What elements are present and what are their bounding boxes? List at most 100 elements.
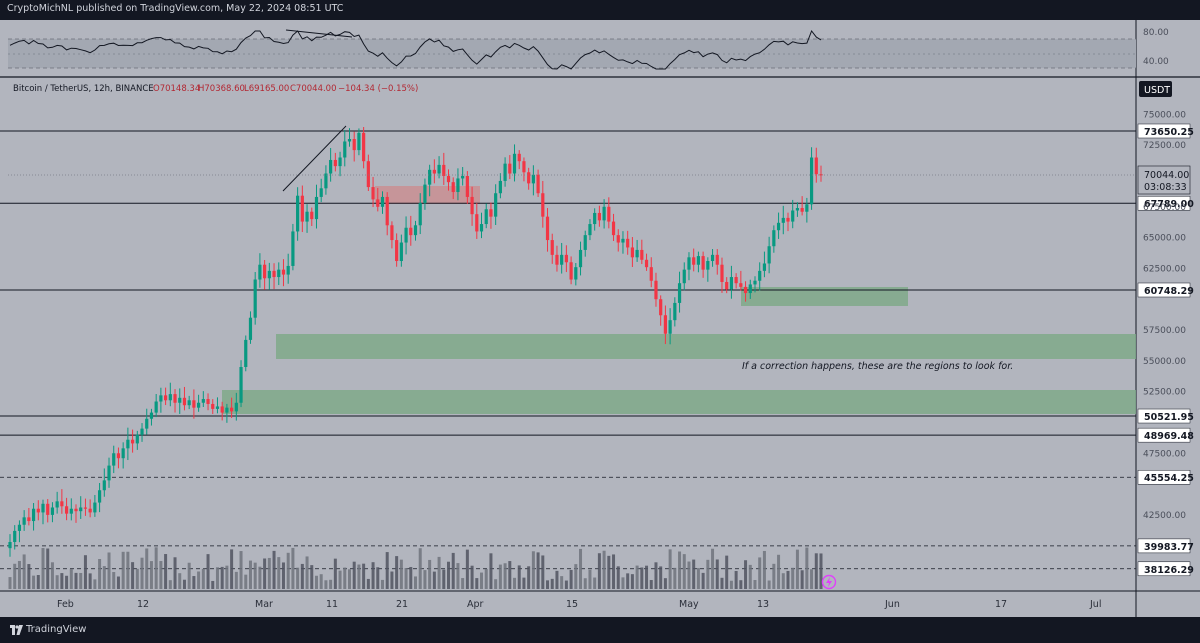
candle-body <box>248 317 253 340</box>
candle-body <box>163 395 168 401</box>
candle-body <box>607 206 611 222</box>
level-label-bg <box>1137 195 1191 211</box>
candle-body <box>654 280 658 300</box>
volume-bar <box>513 577 517 589</box>
rsi-label-80: 80.00 <box>1143 28 1169 38</box>
volume-bar <box>291 547 295 589</box>
chart-canvas[interactable]: 80.00 40.00 Bitcoin / TetherUS, 12h, BIN… <box>0 20 1200 617</box>
candle-body <box>776 222 781 231</box>
volume-bar <box>555 570 559 589</box>
volume-bar <box>281 562 285 589</box>
candle-body <box>69 508 73 514</box>
candle-body <box>503 163 507 181</box>
volume-bar <box>192 576 196 589</box>
volume-bar <box>630 574 634 589</box>
volume-bar <box>399 559 403 589</box>
candle-body <box>50 507 55 515</box>
level-label: 38126.29 <box>1144 565 1194 576</box>
volume-bar <box>711 548 715 589</box>
volume-bar <box>211 580 215 589</box>
candle-body <box>74 508 78 512</box>
volume-bar <box>635 565 639 589</box>
volume-bar <box>536 552 540 589</box>
time-axis[interactable]: Feb 12 Mar 11 21 Apr 15 May 13 Jun 17 Jul <box>57 599 1101 610</box>
volume-bar <box>527 566 531 589</box>
volume-bar <box>17 560 21 589</box>
volume-bar <box>810 569 814 589</box>
volume-bar <box>239 551 243 589</box>
volume-bar <box>465 549 469 589</box>
volume-bar <box>258 566 262 589</box>
candle-body <box>343 141 347 158</box>
volume-bar <box>508 561 512 589</box>
level-label-bg <box>1137 408 1191 424</box>
publish-info: CryptoMichNL published on TradingView.co… <box>7 3 344 14</box>
candle-body <box>640 249 644 260</box>
volume-bar <box>272 550 276 589</box>
volume-bar <box>777 554 781 589</box>
candle-body <box>470 196 474 215</box>
volume-bar <box>343 567 347 589</box>
price-axis[interactable]: 73650.25 67789.00 60748.29 50521.95 48969.48… <box>1137 110 1194 577</box>
volume-bar <box>41 548 45 589</box>
countdown-timer: 03:08:33 <box>1144 182 1187 193</box>
candle-body <box>498 180 502 194</box>
candle-body <box>715 254 719 265</box>
candle-body <box>112 453 116 466</box>
time-tick-label: May <box>679 599 699 610</box>
target-icon[interactable] <box>821 574 837 590</box>
candle-body <box>762 263 767 271</box>
candle-body <box>432 169 436 174</box>
candle-body <box>659 299 663 316</box>
candle-body <box>423 184 427 204</box>
volume-bar <box>296 567 300 589</box>
volume-bar <box>569 569 573 589</box>
candle-body <box>244 339 248 368</box>
candle-body <box>263 264 267 279</box>
candle-body <box>541 193 545 217</box>
level-label-bg <box>1137 561 1191 577</box>
volume-bar <box>442 569 446 589</box>
price-tick-label: 52500.00 <box>1143 388 1186 398</box>
price-tick-label: 72500.00 <box>1143 141 1186 151</box>
candle-body <box>36 508 40 513</box>
price-tick-label: 67500.00 <box>1143 203 1186 213</box>
resistance-zone <box>375 186 480 204</box>
volume-bar <box>380 579 384 589</box>
candle-body <box>428 169 432 185</box>
candle-body <box>527 172 531 184</box>
level-label: 45554.25 <box>1144 473 1194 484</box>
volume-bar <box>649 580 653 589</box>
volume-bar <box>140 557 144 589</box>
candle-body <box>291 231 295 266</box>
volume-bar <box>663 578 667 589</box>
candle-body <box>494 193 498 217</box>
candle-body <box>560 254 564 265</box>
volume-bar <box>753 580 757 589</box>
legend-open: O70148.34 <box>153 84 200 94</box>
candle-body <box>649 267 653 281</box>
correction-annotation: If a correction happens, these are the r… <box>742 361 1013 372</box>
candle-body <box>512 153 517 174</box>
candle-body <box>635 249 639 258</box>
rsi-pane: 80.00 40.00 <box>8 28 1169 70</box>
level-label: 48969.48 <box>1144 431 1194 442</box>
candle-body <box>93 502 97 513</box>
price-tick-label: 42500.00 <box>1143 511 1186 521</box>
volume-bar <box>366 578 370 589</box>
candle-body <box>701 256 705 270</box>
volume-bar <box>98 559 102 589</box>
volume-bar <box>347 569 351 589</box>
candle-body <box>272 270 276 278</box>
candle-body <box>720 264 724 282</box>
candle-body <box>192 400 196 408</box>
volume-bar <box>814 553 818 589</box>
candle-body <box>154 401 158 413</box>
volume-bar <box>8 577 12 589</box>
volume-bar <box>687 561 691 589</box>
volume-bar <box>720 577 724 589</box>
volume-bar <box>300 563 304 589</box>
level-label-bg <box>1137 427 1191 443</box>
time-tick-label: 21 <box>396 599 408 610</box>
